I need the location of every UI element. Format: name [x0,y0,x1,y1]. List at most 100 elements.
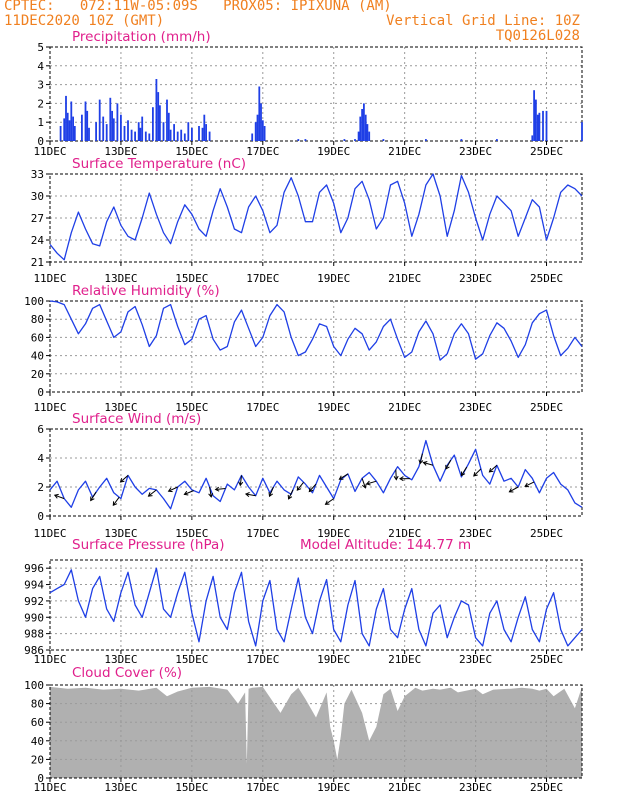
wind-arrow-head [473,471,478,477]
y-tick-label: 30 [31,190,44,203]
wind-arrow-head [361,483,367,489]
x-tick-label: 15DEC [175,781,208,794]
x-tick-label: 17DEC [246,527,279,540]
y-tick-label: 60 [31,716,44,729]
y-tick-label: 990 [24,611,44,624]
precip-bar [251,133,254,141]
y-tick-label: 992 [24,595,44,608]
wind-arrow [90,491,97,502]
x-tick-label: 23DEC [459,527,492,540]
wind-arrow-shaft [54,494,65,500]
precip-bar [105,124,108,141]
wind-arrow [287,489,294,500]
wind-arrow-head [460,471,466,477]
wind-arrow-shaft [423,462,434,466]
precip-bar [157,92,160,141]
x-tick-label: 17DEC [246,781,279,794]
x-tick-label: 21DEC [388,781,421,794]
x-tick-label: 23DEC [459,401,492,414]
precip-bar [363,103,365,141]
precip-bar [167,112,170,141]
panel-temp: 21 24 27 30 33 11DEC 13DEC 15DEC 17DEC 19DEC 21DEC… [31,156,583,285]
temp-series-line [49,173,583,261]
wind-arrow [488,464,498,473]
x-tick-label: 11DEC [33,401,66,414]
x-tick-label: 19DEC [317,781,350,794]
x-tick-label: 17DEC [246,653,279,666]
wind-arrow [422,461,434,466]
y-tick-label: 5 [37,41,44,54]
x-tick-label: 11DEC [33,272,66,285]
wind-arrow-shaft [361,478,366,488]
pressure-title: Surface Pressure (hPa) [72,537,225,553]
panel-precip: 0 1 2 3 4 5 11DEC 13DEC 15DEC 17DEC 19DEC 21DEC 23DE… [33,29,583,158]
wind-arrow-shaft [288,489,294,500]
x-tick-label: 19DEC [317,145,350,158]
cloud-title: Cloud Cover (%) [72,665,182,681]
wind-arrow-shaft [489,464,498,473]
precip-bar [169,129,172,141]
wind-arrow [338,473,349,480]
wind-arrow [244,492,256,497]
rh-title: Relative Humidity (%) [72,283,220,299]
wind-arrow-head [90,496,95,502]
wind-arrow-shaft [308,483,317,492]
x-tick-label: 23DEC [459,145,492,158]
wind-arrow-head [399,476,404,482]
wind-arrow-shaft [215,487,226,490]
y-tick-label: 0 [37,135,44,148]
wind-arrow-shaft [168,486,178,492]
wind-arrow [167,486,178,493]
precip-bar [159,105,161,141]
wind-arrow [183,490,194,496]
y-tick-label: 20 [31,753,44,766]
precip-bar [73,126,76,141]
x-tick-label: 15DEC [175,145,208,158]
precip-bar [542,110,544,141]
y-tick-label: 27 [31,212,44,225]
wind-arrow-head [296,486,302,491]
precip-bar [180,129,183,141]
wind-arrow-head [112,501,118,506]
precip-bar [198,126,200,141]
header-run-time: 11DEC2020 10Z (GMT) [4,13,165,29]
precip-bar [205,124,207,141]
precip-bar [130,129,133,141]
pressure-series-line [49,567,583,647]
precip-bar [368,131,371,141]
wind-arrow-head [244,492,250,497]
y-tick-label: 6 [37,423,44,436]
precip-bar [208,131,211,141]
x-tick-label: 15DEC [175,401,208,414]
precip-bar [304,139,307,141]
wind-arrow-shaft [184,490,194,495]
precip-bar [112,118,115,141]
wind-arrow-head [524,482,530,488]
precip-bar [531,135,534,141]
precip-bar [354,139,356,141]
precip-bar [98,99,101,141]
wind-arrow-head [445,464,450,470]
wind-arrow [524,481,535,488]
wind-arrow-head [338,475,344,480]
x-tick-label: 23DEC [459,781,492,794]
y-tick-label: 0 [37,772,44,785]
wind-arrow-shaft [473,468,482,477]
x-tick-label: 25DEC [530,527,563,540]
wind-arrow [393,469,399,481]
wind-arrow [445,459,452,470]
x-tick-label: 17DEC [246,401,279,414]
x-tick-label: 15DEC [175,653,208,666]
wind-arrow-shaft [120,475,129,483]
wind-arrow-head [208,493,214,498]
wind-title: Surface Wind (m/s) [72,411,201,427]
y-tick-label: 40 [31,350,44,363]
wind-arrow-head [287,494,293,500]
plot-frame [49,46,583,142]
wind-series-line [49,439,583,510]
plot-frame [49,684,583,779]
panel-rh: 0 20 40 60 80 100 11DEC 13DEC 15DEC 17DEC 19DEC 21D… [24,283,583,414]
precip-bar [364,114,367,141]
precip-bar [357,131,360,141]
